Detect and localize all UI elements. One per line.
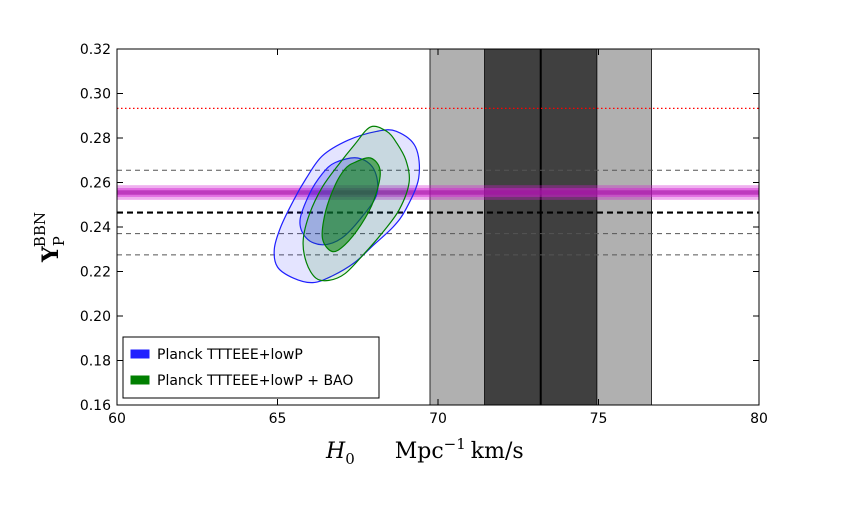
y-tick-label: 0.22 bbox=[80, 265, 111, 281]
legend-swatch-planck bbox=[130, 349, 150, 359]
y-axis-superscript: BBN bbox=[31, 212, 49, 247]
y-tick-label: 0.16 bbox=[80, 398, 111, 414]
x-tick-label: 60 bbox=[108, 411, 126, 427]
y-axis-subscript: P bbox=[50, 236, 68, 246]
y-tick-label: 0.26 bbox=[80, 176, 111, 192]
y-tick-label: 0.20 bbox=[80, 309, 111, 325]
x-axis-units: Mpc bbox=[395, 439, 444, 464]
y-tick-label: 0.28 bbox=[80, 131, 111, 147]
x-axis-units-exponent: −1 bbox=[444, 435, 466, 453]
x-tick-label: 65 bbox=[269, 411, 287, 427]
legend: Planck TTTEEE+lowP Planck TTTEEE+lowP + … bbox=[122, 336, 380, 399]
x-axis-subscript: 0 bbox=[345, 450, 355, 468]
x-tick-label: 80 bbox=[750, 411, 768, 427]
legend-swatch-planck-bao bbox=[130, 375, 150, 385]
yp-1sigma-band bbox=[117, 190, 759, 195]
legend-label-planck-bao: Planck TTTEEE+lowP + BAO bbox=[157, 373, 353, 389]
planck-bao-contour-1sigma bbox=[321, 157, 381, 253]
x-axis-label: H0 Mpc−1 km/s bbox=[325, 435, 524, 468]
y-tick-label: 0.30 bbox=[80, 87, 111, 103]
y-axis-symbol: Y bbox=[38, 246, 64, 263]
y-axis-label: YPBBN bbox=[31, 212, 68, 263]
x-tick-label: 75 bbox=[590, 411, 608, 427]
legend-box bbox=[122, 336, 380, 399]
x-axis-symbol: H bbox=[325, 439, 346, 464]
svg-text:YPBBN: YPBBN bbox=[31, 212, 68, 263]
legend-label-planck: Planck TTTEEE+lowP bbox=[157, 347, 303, 363]
x-axis-units-tail: km/s bbox=[471, 439, 524, 464]
y-tick-label: 0.32 bbox=[80, 42, 111, 58]
y-tick-label: 0.18 bbox=[80, 354, 111, 370]
x-tick-label: 70 bbox=[429, 411, 447, 427]
y-tick-label: 0.24 bbox=[80, 220, 111, 236]
